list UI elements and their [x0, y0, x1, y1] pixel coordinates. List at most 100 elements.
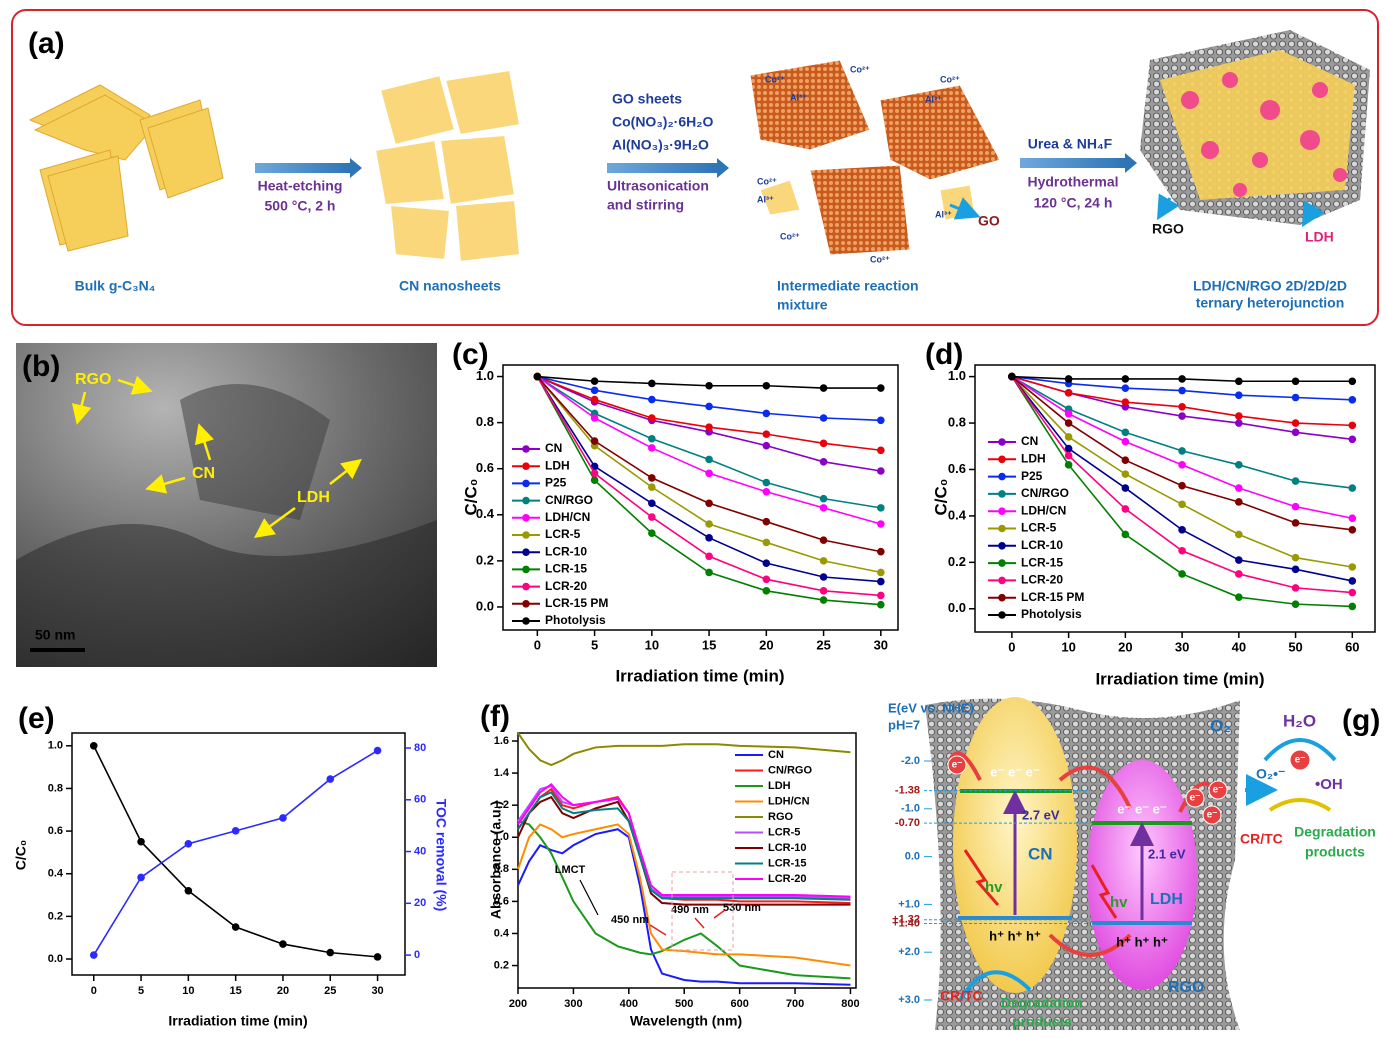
legend-marker: [998, 525, 1006, 533]
step-text: Heat-etching: [258, 178, 343, 194]
ion-label: Co²⁺: [870, 254, 890, 264]
products-label: products: [1305, 844, 1365, 860]
y-tick-label: 0.0: [948, 600, 966, 615]
axis-title: E(eV vs. NHE): [888, 700, 974, 715]
data-point: [763, 382, 771, 390]
data-point: [705, 520, 713, 528]
level-label: +1.40: [892, 917, 920, 929]
level-label: -1.0: [901, 803, 920, 815]
x-axis-label: Irradiation time (min): [615, 666, 784, 685]
data-point: [1122, 531, 1130, 539]
x-tick-label: 0: [91, 985, 97, 997]
legend-label: RGO: [768, 811, 794, 823]
data-point: [1235, 498, 1243, 506]
rgo-label: RGO: [1152, 221, 1184, 237]
legend-label: LCR-5: [1021, 521, 1057, 535]
electron: e⁻: [1295, 755, 1306, 766]
x-tick-label: 0: [1008, 639, 1015, 654]
data-point: [1122, 375, 1130, 383]
ion-label: Co²⁺: [757, 176, 777, 186]
go-label: GO: [978, 213, 1000, 229]
electrons: e⁻ e⁻ e⁻: [1117, 801, 1167, 816]
series-line: [537, 377, 880, 508]
annotation: LMCT: [555, 864, 586, 876]
y-tick-label: 0.0: [476, 598, 494, 613]
data-point: [1292, 377, 1300, 385]
legend-marker: [522, 531, 530, 539]
plot-frame: [72, 733, 405, 975]
material-label: mixture: [777, 297, 828, 313]
data-point: [1178, 403, 1186, 411]
data-point: [326, 775, 334, 783]
y-tick-label: 0.8: [948, 414, 966, 429]
x-tick-label: 15: [230, 985, 242, 997]
data-point: [1065, 452, 1073, 460]
data-point: [1122, 456, 1130, 464]
data-point: [705, 403, 713, 411]
data-point: [1292, 519, 1300, 527]
h2o-label: H₂O: [1283, 711, 1316, 730]
process-arrow: [255, 163, 350, 173]
legend-label: LDH: [1021, 451, 1046, 465]
legend-marker: [998, 438, 1006, 446]
legend-label: LCR-20: [768, 873, 807, 885]
legend-marker: [998, 507, 1006, 515]
figure: (a) Heat-etching 500 °C, 2 h Bulk g-C₃N₄…: [0, 0, 1386, 1034]
x-tick-label: 200: [509, 998, 527, 1010]
chart: (d)01020304050600.00.20.40.60.81.0Irradi…: [925, 338, 1375, 689]
chart: (e)0510152025300.00.20.40.60.81.00204060…: [13, 702, 450, 1029]
data-point: [1122, 470, 1130, 478]
legend-marker: [522, 548, 530, 556]
legend-label: LDH/CN: [768, 795, 810, 807]
data-point: [763, 559, 771, 567]
pollutant-label: CR/TC: [940, 988, 983, 1004]
data-point: [1292, 429, 1300, 437]
data-point: [232, 923, 240, 931]
legend-label: CN/RGO: [1021, 486, 1069, 500]
data-point: [820, 596, 828, 604]
level-label: +2.0: [898, 946, 920, 958]
data-point: [1349, 514, 1357, 522]
annotation: 450 nm: [611, 914, 649, 926]
data-point: [185, 840, 193, 848]
data-point: [705, 534, 713, 542]
data-point: [1292, 566, 1300, 574]
y2-tick-label: 80: [414, 742, 426, 754]
electron: e⁻: [1190, 793, 1201, 804]
y-tick-label: 0.8: [476, 414, 494, 429]
legend-label: LCR-15: [1021, 555, 1063, 569]
x-tick-label: 20: [759, 637, 773, 652]
data-point: [1065, 433, 1073, 441]
y-tick-label: 0.2: [48, 910, 63, 922]
reagent: Urea & NH₄F: [1028, 136, 1113, 152]
data-point: [763, 479, 771, 487]
data-point: [279, 940, 287, 948]
light-label: hv: [1110, 894, 1128, 911]
y-tick-label: 1.6: [494, 735, 509, 747]
data-point: [1292, 419, 1300, 427]
data-point: [1235, 570, 1243, 578]
ion-label: Co²⁺: [940, 74, 960, 84]
x-tick-label: 40: [1232, 639, 1246, 654]
annotation: 490 nm: [671, 904, 709, 916]
x-tick-label: 30: [874, 637, 888, 652]
data-point: [877, 592, 885, 600]
level-label: +3.0: [898, 994, 920, 1006]
data-point: [763, 539, 771, 547]
data-point: [1292, 554, 1300, 562]
y-tick-label: 0.6: [48, 825, 63, 837]
data-point: [705, 499, 713, 507]
legend-label: LCR-15 PM: [1021, 590, 1084, 604]
data-point: [1349, 563, 1357, 571]
data-point: [591, 414, 599, 422]
legend-label: LCR-15 PM: [545, 596, 608, 610]
data-point: [1178, 526, 1186, 534]
data-point: [1292, 600, 1300, 608]
tem-label: LDH: [297, 489, 330, 506]
data-point: [820, 414, 828, 422]
x-tick-label: 400: [620, 998, 638, 1010]
x-tick-label: 0: [534, 637, 541, 652]
data-point: [1292, 584, 1300, 592]
panel-label: (b): [22, 350, 60, 383]
data-point: [1122, 398, 1130, 406]
